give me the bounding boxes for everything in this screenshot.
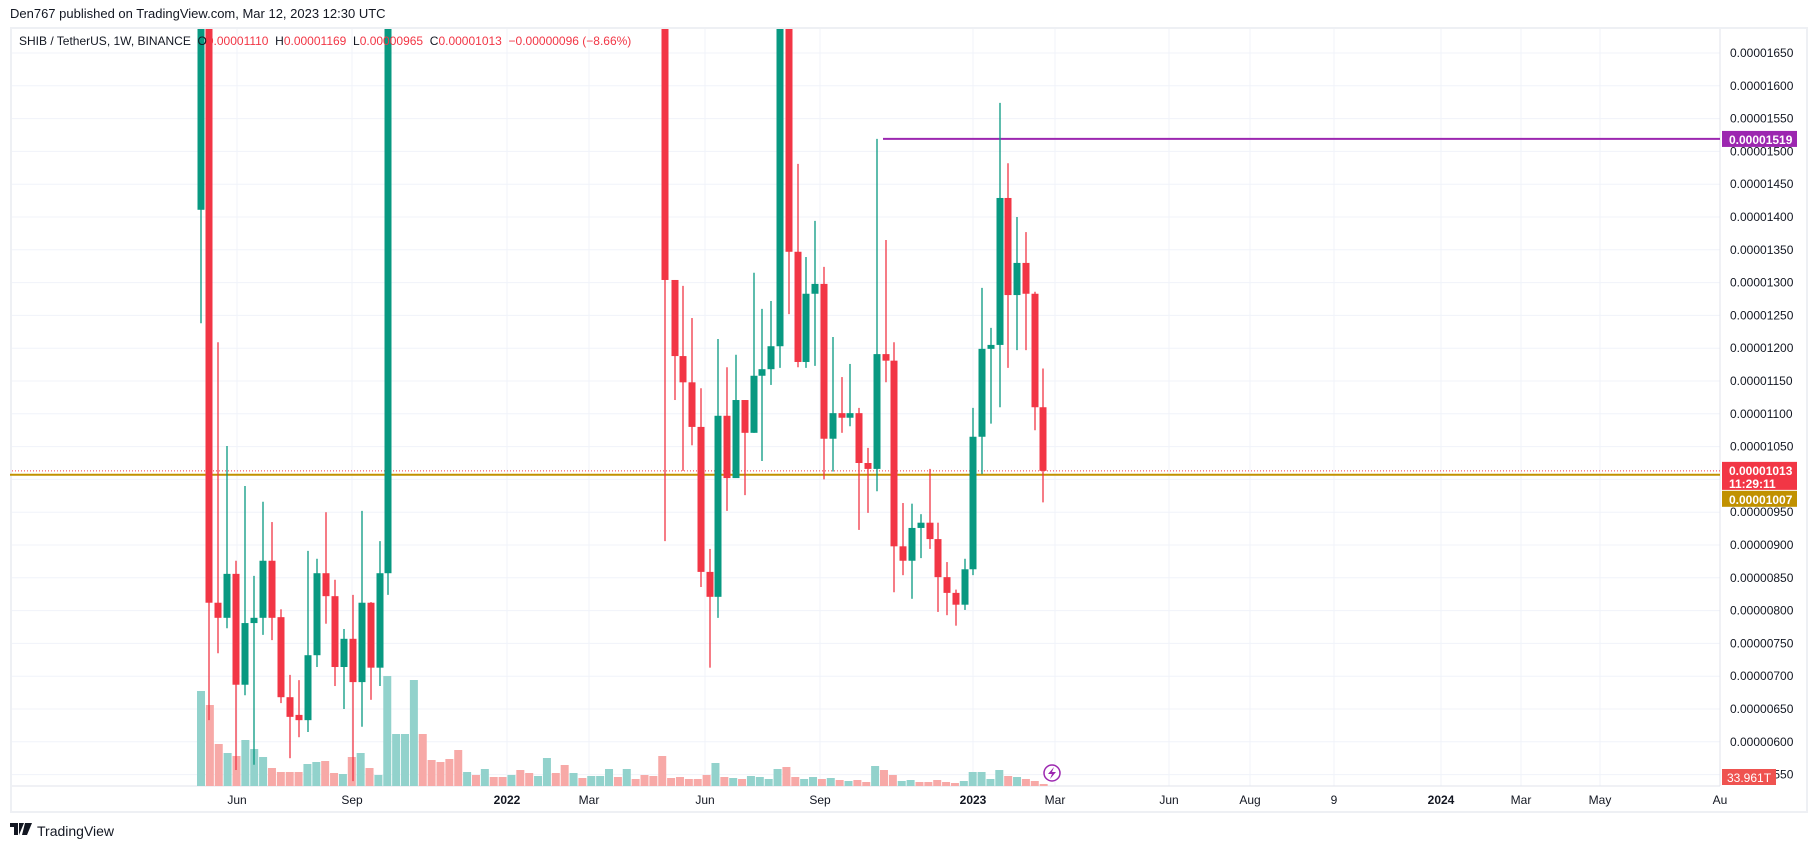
time-tick: May (1589, 793, 1612, 807)
price-tick: 0.00000750 (1730, 636, 1794, 650)
price-tick: 0.00000850 (1730, 571, 1794, 585)
price-tick: 0.00001100 (1730, 407, 1793, 421)
time-tick: Sep (809, 793, 831, 807)
time-tick: Aug (1239, 793, 1260, 807)
time-tick: Jun (695, 793, 714, 807)
tradingview-brand[interactable]: TradingView (10, 822, 114, 839)
svg-text:0.00001007: 0.00001007 (1729, 493, 1793, 507)
volume-bars (197, 676, 1048, 786)
price-tick: 0.00001500 (1730, 144, 1794, 158)
price-tick: 0.00000800 (1730, 604, 1794, 618)
price-tick: 0.00000950 (1730, 505, 1794, 519)
low-label: L (353, 34, 360, 48)
time-tick: Mar (1045, 793, 1066, 807)
svg-text:11:29:11: 11:29:11 (1729, 477, 1776, 491)
svg-text:0.00001013: 0.00001013 (1729, 464, 1793, 478)
published-caption: Den767 published on TradingView.com, Mar… (10, 6, 386, 21)
time-tick: 2024 (1428, 793, 1455, 807)
close-value: 0.00001013 (438, 34, 502, 48)
time-tick: 2023 (960, 793, 987, 807)
brand-name: TradingView (37, 822, 115, 839)
low-value: 0.00000965 (359, 34, 424, 48)
svg-text:33.961T: 33.961T (1727, 771, 1772, 785)
change-value: −0.00000096 (−8.66%) (508, 34, 632, 48)
time-tick: Au (1713, 793, 1728, 807)
time-tick: 2022 (494, 793, 521, 807)
price-tick: 0.00001550 (1730, 112, 1794, 126)
price-tick: 0.00000650 (1730, 702, 1794, 716)
time-axis[interactable]: Jun Sep 2022 Mar Jun Sep 2023 Mar Jun Aug 9 2024 Mar… (227, 793, 1727, 807)
price-axis[interactable]: 0.00001650 0.00001600 0.00001550 0.00001500… (1730, 46, 1794, 782)
support-price-label: 0.00001007 (1722, 490, 1797, 507)
price-tick: 0.00001150 (1730, 374, 1793, 388)
open-value: 0.00001110 (206, 34, 269, 48)
price-tick: 0.00001050 (1730, 440, 1794, 454)
price-tick: 0.00000900 (1730, 538, 1794, 552)
price-tick: 0.00001450 (1730, 177, 1794, 191)
svg-text:0.00001519: 0.00001519 (1729, 133, 1793, 147)
price-grid (12, 29, 1721, 787)
time-tick: Mar (579, 793, 600, 807)
time-tick: Sep (341, 793, 363, 807)
time-tick: 9 (1331, 793, 1338, 807)
time-tick: Jun (1159, 793, 1178, 807)
price-tick: 0.00001350 (1730, 243, 1794, 257)
price-tick: 0.00001250 (1730, 308, 1794, 322)
symbol-title[interactable]: SHIB / TetherUS, 1W, BINANCE (19, 34, 191, 48)
high-value: 0.00001169 (283, 34, 347, 48)
tradingview-logo-icon (10, 822, 32, 839)
volume-label: 33.961T (1722, 769, 1776, 785)
price-tick: 0.00001600 (1730, 79, 1794, 93)
price-tick: 0.00001200 (1730, 341, 1794, 355)
time-tick: Jun (227, 793, 246, 807)
symbol-legend: SHIB / TetherUS, 1W, BINANCE O0.00001110… (19, 34, 631, 48)
price-tick: 0.00001400 (1730, 210, 1794, 224)
horizontal-lines (10, 137, 1720, 476)
lightning-icon[interactable] (1043, 764, 1061, 782)
high-label: H (275, 34, 284, 48)
open-label: O (197, 34, 207, 48)
candles (197, 29, 1061, 782)
price-tick: 0.00001300 (1730, 276, 1794, 290)
resistance-price-label: 0.00001519 (1722, 130, 1797, 147)
price-tick: 0.00001650 (1730, 46, 1794, 60)
price-tick: 0.00000600 (1730, 735, 1794, 749)
time-tick: Mar (1511, 793, 1532, 807)
price-tick: 0.00000700 (1730, 669, 1794, 683)
close-label: C (429, 34, 439, 48)
